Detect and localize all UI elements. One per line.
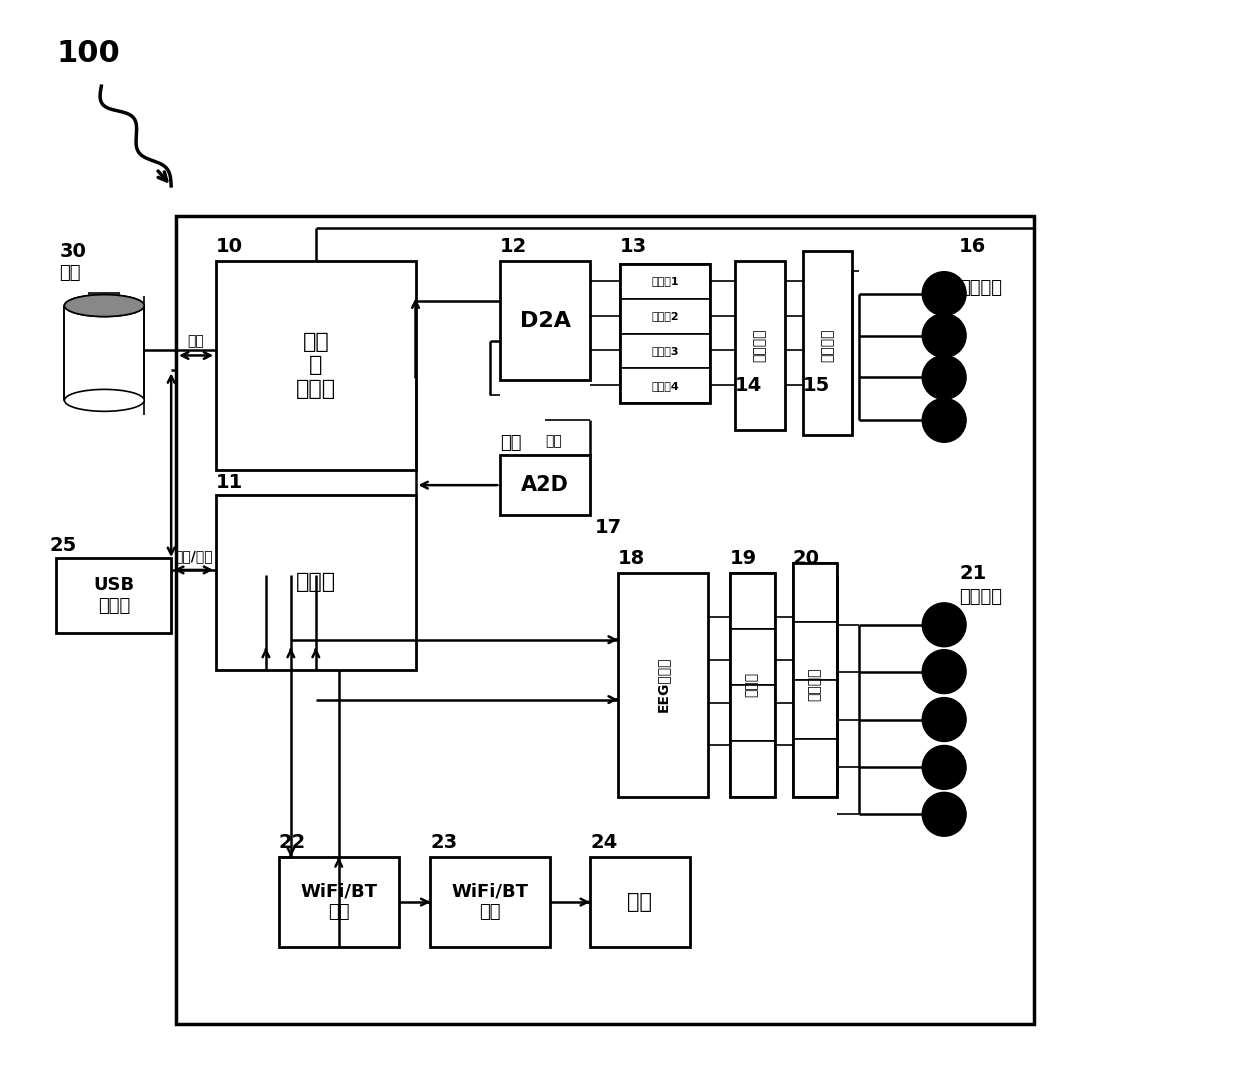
Circle shape	[923, 356, 966, 399]
Text: 30: 30	[60, 241, 87, 261]
Ellipse shape	[64, 389, 144, 412]
Text: EEG前置器: EEG前置器	[656, 657, 670, 713]
Text: 遥测: 遥测	[546, 434, 562, 448]
Circle shape	[923, 792, 966, 837]
Text: 17: 17	[595, 519, 622, 537]
Text: 电源
和
调节器: 电源 和 调节器	[295, 332, 336, 399]
Text: 16: 16	[959, 237, 986, 255]
Text: 滤波器: 滤波器	[745, 672, 759, 697]
Bar	[500, 455, 590, 515]
Bar	[620, 333, 709, 369]
Text: 23: 23	[430, 833, 458, 853]
Text: 20: 20	[792, 549, 820, 568]
Circle shape	[923, 746, 966, 789]
Bar	[620, 369, 709, 403]
Text: 11: 11	[216, 473, 243, 493]
Bar	[620, 299, 709, 333]
Text: 层动器2: 层动器2	[651, 312, 678, 321]
Text: 10: 10	[216, 237, 243, 255]
Text: WiFi/BT
数字: WiFi/BT 数字	[300, 883, 377, 922]
Bar	[729, 742, 775, 798]
Bar	[216, 261, 415, 470]
Text: 刷激电极: 刷激电极	[959, 279, 1002, 296]
Bar	[620, 264, 709, 299]
Text: 100: 100	[57, 39, 120, 68]
Bar	[500, 261, 590, 381]
Text: WiFi/BT
模拟: WiFi/BT 模拟	[451, 883, 528, 922]
Text: 天线: 天线	[627, 893, 652, 912]
Bar	[792, 563, 837, 798]
Text: 14: 14	[735, 376, 761, 396]
Bar	[802, 251, 852, 436]
Text: 15: 15	[802, 376, 830, 396]
Text: 19: 19	[729, 549, 756, 568]
Bar	[792, 563, 837, 622]
Bar	[57, 558, 171, 633]
Bar	[176, 216, 1034, 1024]
Text: 遥测: 遥测	[500, 434, 522, 453]
Text: 22: 22	[279, 833, 306, 853]
Text: 12: 12	[500, 237, 527, 255]
Text: USB
连接器: USB 连接器	[94, 577, 135, 616]
Text: 25: 25	[50, 536, 77, 555]
Text: 18: 18	[618, 549, 645, 568]
Bar	[729, 572, 775, 630]
Bar	[279, 857, 398, 946]
Bar	[64, 305, 144, 400]
Bar	[792, 680, 837, 738]
Text: 21: 21	[959, 564, 986, 583]
Bar	[792, 622, 837, 680]
Bar	[89, 292, 119, 307]
Text: 层动器3: 层动器3	[651, 346, 678, 356]
Bar	[590, 857, 689, 946]
Bar	[430, 857, 551, 946]
Text: 控制器: 控制器	[295, 572, 336, 592]
Circle shape	[923, 399, 966, 442]
Text: 合并处理: 合并处理	[753, 329, 766, 362]
Text: 层动器1: 层动器1	[651, 276, 678, 286]
Circle shape	[923, 650, 966, 693]
Circle shape	[923, 272, 966, 316]
Text: 分配输出: 分配输出	[807, 668, 821, 702]
Text: 13: 13	[620, 237, 647, 255]
Bar	[792, 738, 837, 798]
Text: 分配输出: 分配输出	[821, 329, 835, 362]
Circle shape	[923, 603, 966, 647]
Bar	[735, 261, 785, 430]
Circle shape	[923, 697, 966, 742]
Text: 感测电极: 感测电极	[959, 588, 1002, 606]
Text: 24: 24	[590, 833, 618, 853]
Bar	[729, 630, 775, 686]
Text: 电池: 电池	[60, 264, 81, 281]
Ellipse shape	[64, 294, 144, 317]
Bar	[620, 264, 709, 403]
Circle shape	[923, 314, 966, 358]
Bar	[618, 572, 708, 798]
Bar	[729, 572, 775, 798]
Text: A2D: A2D	[521, 475, 569, 495]
Bar	[216, 495, 415, 669]
Text: 充电: 充电	[187, 334, 205, 348]
Text: D2A: D2A	[520, 310, 570, 331]
Bar	[729, 686, 775, 742]
Text: 调试/控制: 调试/控制	[174, 549, 212, 563]
Text: 层动器4: 层动器4	[651, 381, 678, 391]
